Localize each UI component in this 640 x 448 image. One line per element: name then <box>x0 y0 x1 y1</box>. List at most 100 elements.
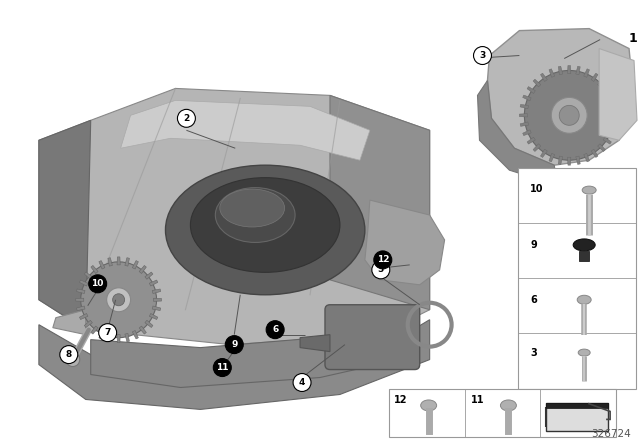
Polygon shape <box>520 114 527 117</box>
Polygon shape <box>365 200 445 285</box>
Ellipse shape <box>573 239 595 251</box>
Polygon shape <box>540 149 547 158</box>
Polygon shape <box>39 121 91 330</box>
Polygon shape <box>591 149 598 158</box>
Polygon shape <box>120 100 370 160</box>
Polygon shape <box>527 86 535 94</box>
Polygon shape <box>77 289 85 293</box>
Polygon shape <box>91 266 98 273</box>
Text: 3: 3 <box>479 51 486 60</box>
Polygon shape <box>610 104 618 109</box>
Polygon shape <box>603 86 611 94</box>
Polygon shape <box>91 326 98 334</box>
Polygon shape <box>39 320 429 409</box>
Ellipse shape <box>191 178 340 272</box>
Circle shape <box>213 358 231 376</box>
Polygon shape <box>99 331 105 339</box>
Bar <box>547 404 608 409</box>
Ellipse shape <box>582 186 596 194</box>
Polygon shape <box>598 144 605 151</box>
Text: 6: 6 <box>531 295 537 305</box>
Text: 10: 10 <box>92 279 104 289</box>
Polygon shape <box>568 65 571 73</box>
Circle shape <box>374 251 392 269</box>
Polygon shape <box>76 298 84 302</box>
Text: 11: 11 <box>216 363 228 372</box>
Polygon shape <box>576 156 580 164</box>
Polygon shape <box>527 137 535 144</box>
Polygon shape <box>108 258 113 266</box>
Bar <box>388 389 616 437</box>
Ellipse shape <box>578 349 590 356</box>
Bar <box>518 168 636 389</box>
Polygon shape <box>152 289 161 293</box>
Polygon shape <box>154 298 161 302</box>
Ellipse shape <box>500 400 516 411</box>
Polygon shape <box>591 73 598 82</box>
Text: 6: 6 <box>272 325 278 334</box>
Text: 2: 2 <box>183 114 189 123</box>
Circle shape <box>551 97 587 134</box>
Polygon shape <box>558 156 563 164</box>
Text: 1: 1 <box>628 32 637 45</box>
Circle shape <box>559 105 579 125</box>
Polygon shape <box>533 144 541 151</box>
Polygon shape <box>77 306 85 310</box>
Text: 7: 7 <box>104 328 111 337</box>
Text: 10: 10 <box>531 184 544 194</box>
Circle shape <box>372 261 390 279</box>
Polygon shape <box>84 320 92 327</box>
Polygon shape <box>117 257 120 265</box>
Polygon shape <box>152 306 161 310</box>
Polygon shape <box>84 272 92 279</box>
Polygon shape <box>149 280 158 286</box>
Polygon shape <box>576 66 580 75</box>
Polygon shape <box>549 69 555 78</box>
Text: 11: 11 <box>470 396 484 405</box>
Polygon shape <box>568 157 571 165</box>
Polygon shape <box>108 333 113 342</box>
Polygon shape <box>330 95 429 310</box>
Text: 4: 4 <box>299 378 305 387</box>
Circle shape <box>474 47 492 65</box>
Polygon shape <box>117 335 120 343</box>
Polygon shape <box>79 280 88 286</box>
Circle shape <box>524 70 614 160</box>
Polygon shape <box>53 310 86 335</box>
Polygon shape <box>39 88 429 345</box>
Circle shape <box>99 324 116 342</box>
Polygon shape <box>139 326 147 334</box>
Ellipse shape <box>215 188 295 242</box>
Polygon shape <box>125 333 129 342</box>
Polygon shape <box>132 261 138 269</box>
Circle shape <box>81 262 157 338</box>
Polygon shape <box>132 331 138 339</box>
Polygon shape <box>599 48 637 140</box>
Bar <box>579 251 589 261</box>
Text: 8: 8 <box>66 350 72 359</box>
Text: 12: 12 <box>376 255 389 264</box>
Circle shape <box>89 275 107 293</box>
Circle shape <box>113 294 125 306</box>
Ellipse shape <box>166 165 365 295</box>
Polygon shape <box>91 314 400 388</box>
Polygon shape <box>610 122 618 126</box>
Polygon shape <box>488 29 634 165</box>
Circle shape <box>225 336 243 353</box>
Polygon shape <box>533 79 541 87</box>
Text: 9: 9 <box>231 340 237 349</box>
Circle shape <box>177 109 195 127</box>
Polygon shape <box>603 137 611 144</box>
Polygon shape <box>520 104 529 109</box>
Polygon shape <box>139 266 147 273</box>
Polygon shape <box>477 81 557 185</box>
Text: 5: 5 <box>378 265 384 274</box>
Polygon shape <box>523 95 531 101</box>
Polygon shape <box>549 153 555 162</box>
Circle shape <box>266 321 284 339</box>
Circle shape <box>107 288 131 312</box>
Text: 12: 12 <box>394 396 407 405</box>
Polygon shape <box>523 130 531 136</box>
Polygon shape <box>540 73 547 82</box>
Polygon shape <box>611 114 619 117</box>
